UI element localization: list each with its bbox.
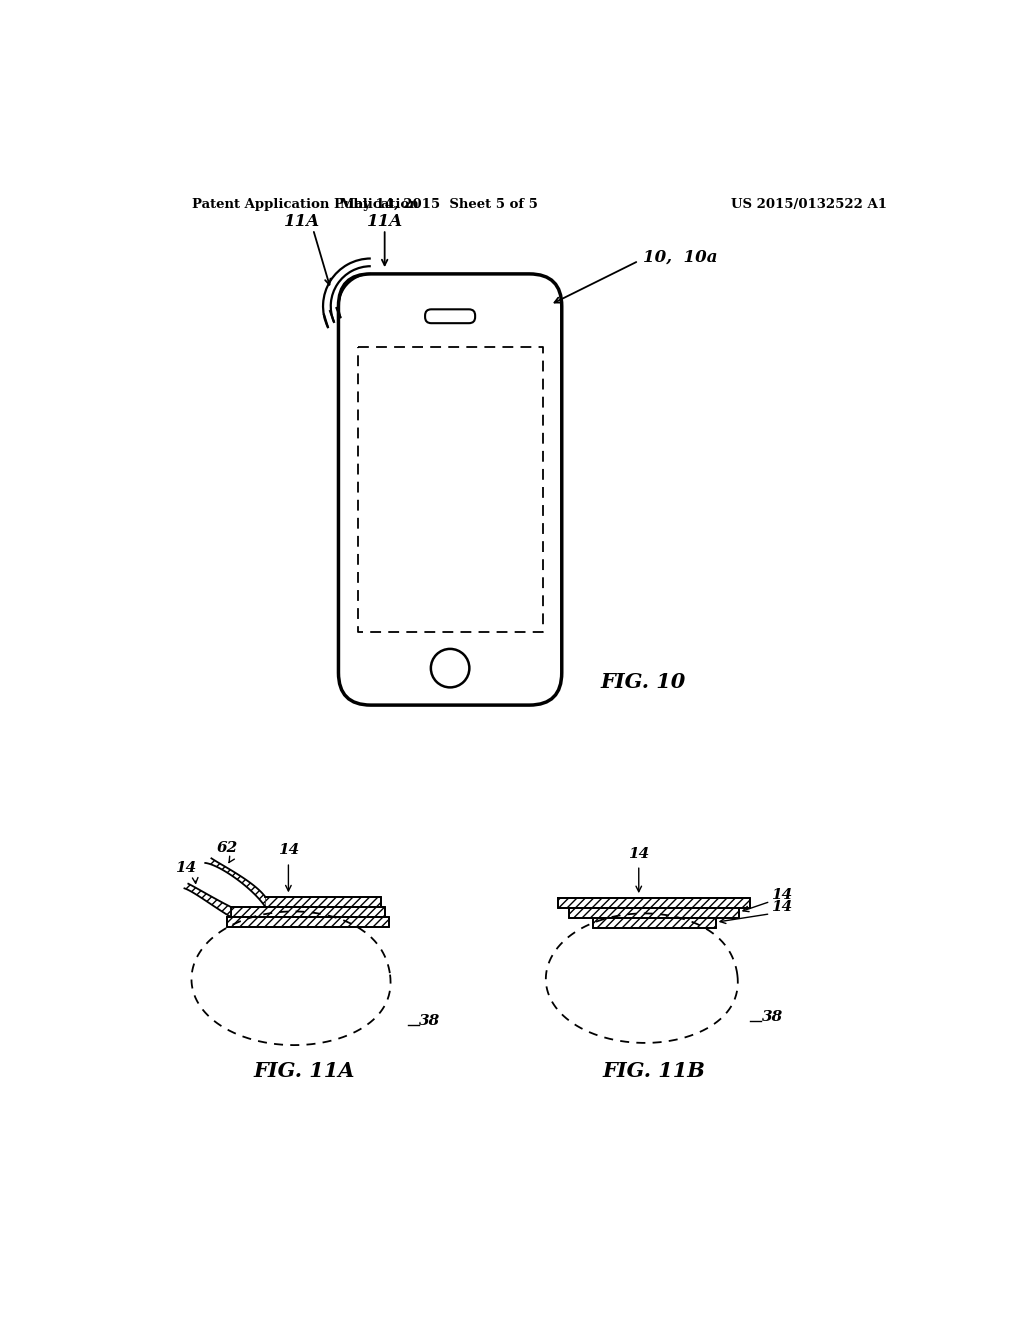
Circle shape [431, 649, 469, 688]
FancyBboxPatch shape [339, 275, 562, 705]
Text: FIG. 10: FIG. 10 [600, 672, 685, 692]
Text: 14: 14 [771, 888, 793, 902]
Text: Patent Application Publication: Patent Application Publication [193, 198, 419, 211]
Text: FIG. 11B: FIG. 11B [603, 1061, 706, 1081]
Text: 62: 62 [216, 841, 238, 855]
Bar [569, 908, 739, 917]
FancyBboxPatch shape [425, 309, 475, 323]
Polygon shape [184, 884, 230, 917]
Text: 14: 14 [771, 900, 793, 915]
Text: US 2015/0132522 A1: US 2015/0132522 A1 [731, 198, 887, 211]
Text: FIG. 11A: FIG. 11A [253, 1061, 354, 1081]
Bar [593, 917, 716, 928]
Text: 14: 14 [278, 843, 299, 858]
Bar [230, 907, 385, 917]
Text: May 14, 2015  Sheet 5 of 5: May 14, 2015 Sheet 5 of 5 [340, 198, 538, 211]
Bar [265, 896, 381, 907]
Text: 38: 38 [762, 1010, 783, 1024]
Bar [226, 917, 388, 927]
Text: 11A: 11A [284, 213, 319, 230]
Text: 11A: 11A [367, 213, 402, 230]
Text: 14: 14 [175, 861, 197, 875]
Text: 14: 14 [628, 846, 649, 861]
Text: 10,  10a: 10, 10a [643, 248, 717, 265]
Polygon shape [205, 858, 265, 907]
Text: 38: 38 [419, 1014, 440, 1028]
Bar [558, 898, 751, 908]
